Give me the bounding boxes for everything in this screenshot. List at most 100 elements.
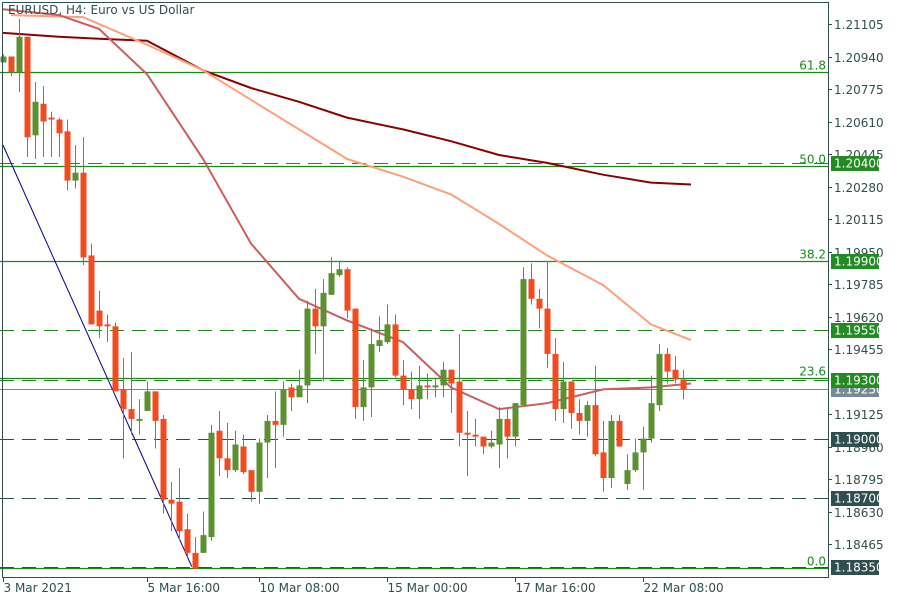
candle-body bbox=[576, 413, 583, 421]
time-tick-label: 5 Mar 16:00 bbox=[148, 581, 221, 595]
level-price-label-background bbox=[831, 560, 879, 575]
candle-body bbox=[120, 389, 127, 410]
chart-title: EURUSD, H4: Euro vs US Dollar bbox=[8, 3, 195, 17]
price-axis[interactable]: 1.211051.209401.207751.206101.204451.202… bbox=[828, 18, 884, 552]
candle-body bbox=[168, 499, 175, 504]
candle-body bbox=[640, 438, 647, 453]
level-price-label: 1.18700 bbox=[834, 492, 884, 506]
time-tick-label: 10 Mar 08:00 bbox=[260, 581, 340, 595]
candle-body bbox=[544, 308, 551, 354]
level-price-label-background bbox=[831, 156, 879, 171]
candle-body bbox=[72, 172, 79, 181]
time-tick-label: 3 Mar 2021 bbox=[4, 581, 72, 595]
candle-body bbox=[112, 326, 119, 392]
candle-body bbox=[616, 420, 623, 447]
level-price-label-background bbox=[831, 491, 879, 506]
candle-body bbox=[368, 344, 375, 388]
candle-body bbox=[560, 381, 567, 410]
candle-body bbox=[680, 379, 687, 390]
level-price-label: 1.20400 bbox=[834, 157, 884, 171]
trendline[interactable] bbox=[2, 144, 193, 567]
candle-body bbox=[216, 430, 223, 459]
candle-body bbox=[232, 444, 239, 471]
candle-body bbox=[672, 369, 679, 380]
fibonacci-retracement[interactable]: 0.0 23.6 38.2 50.0 61.8 bbox=[0, 59, 828, 570]
time-tick-label: 17 Mar 16:00 bbox=[516, 581, 596, 595]
candle-body bbox=[8, 56, 15, 73]
candle-body bbox=[264, 420, 271, 443]
price-tick-label: 1.18465 bbox=[834, 538, 884, 552]
candle-body bbox=[608, 420, 615, 479]
candle-body bbox=[384, 324, 391, 343]
candle-body bbox=[184, 529, 191, 553]
candle-body bbox=[288, 387, 295, 398]
candle-body bbox=[656, 353, 663, 406]
candle-body bbox=[328, 273, 335, 295]
moving-average-line bbox=[2, 31, 692, 186]
candle-body bbox=[352, 308, 359, 408]
candle-body bbox=[400, 375, 407, 390]
fib-level-label: 61.8 bbox=[799, 59, 826, 73]
candle-body bbox=[432, 385, 439, 388]
candle-body bbox=[104, 324, 111, 327]
candle-body bbox=[296, 385, 303, 398]
candle-body bbox=[624, 470, 631, 484]
candle-body bbox=[392, 324, 399, 376]
level-price-label-background bbox=[831, 373, 879, 388]
time-axis[interactable]: 3 Mar 2021 5 Mar 16:00 10 Mar 08:00 15 Mar … bbox=[3, 577, 724, 595]
candle-body bbox=[464, 432, 471, 435]
candle-body bbox=[48, 117, 55, 120]
candle-body bbox=[664, 353, 671, 372]
time-tick-label: 22 Mar 08:00 bbox=[644, 581, 724, 595]
time-tick-label: 15 Mar 00:00 bbox=[388, 581, 468, 595]
candle-body bbox=[512, 403, 519, 437]
price-tick-label: 1.18630 bbox=[834, 506, 884, 520]
price-tick-label: 1.21105 bbox=[834, 18, 884, 32]
price-tick-label: 1.19620 bbox=[834, 311, 884, 325]
level-price-label-background bbox=[831, 254, 879, 269]
candle-body bbox=[56, 119, 63, 134]
level-price-label-background bbox=[831, 323, 879, 338]
candle-body bbox=[488, 442, 495, 447]
level-price-label: 1.19550 bbox=[834, 324, 884, 338]
candle-body bbox=[24, 36, 31, 138]
moving-average-line bbox=[2, 8, 692, 411]
chart-frame bbox=[2, 2, 829, 578]
candle-body bbox=[360, 387, 367, 408]
candle-body bbox=[336, 269, 343, 276]
candle-body bbox=[160, 418, 167, 500]
price-tick-label: 1.20280 bbox=[834, 181, 884, 195]
candle-body bbox=[592, 405, 599, 455]
candle-body bbox=[32, 101, 39, 136]
level-price-labels: 1.192501.204001.199001.195501.193001.190… bbox=[831, 156, 884, 575]
candle-body bbox=[96, 310, 103, 327]
price-tick-label: 1.20115 bbox=[834, 213, 884, 227]
level-price-label: 1.19000 bbox=[834, 433, 884, 447]
price-tick-label: 1.19455 bbox=[834, 343, 884, 357]
price-tick-label: 1.20940 bbox=[834, 51, 884, 65]
candle-body bbox=[472, 434, 479, 437]
candle-body bbox=[280, 389, 287, 425]
candle-body bbox=[408, 389, 415, 400]
candle-body bbox=[272, 420, 279, 425]
candle-body bbox=[192, 552, 199, 569]
candle-body bbox=[424, 385, 431, 388]
candle-body bbox=[552, 353, 559, 410]
candle-body bbox=[320, 292, 327, 327]
candle-body bbox=[176, 501, 183, 532]
candle-body bbox=[248, 470, 255, 492]
price-tick-label: 1.19785 bbox=[834, 278, 884, 292]
candle-body bbox=[448, 369, 455, 384]
horizontal-levels bbox=[0, 163, 828, 568]
candle-body bbox=[136, 418, 143, 421]
price-tick-label: 1.20610 bbox=[834, 116, 884, 130]
candle-body bbox=[528, 279, 535, 299]
candles bbox=[0, 19, 687, 569]
candle-body bbox=[144, 391, 151, 412]
fib-level-label: 38.2 bbox=[799, 248, 826, 262]
trendline-line[interactable] bbox=[2, 144, 193, 567]
candle-body bbox=[376, 340, 383, 347]
candle-body bbox=[80, 172, 87, 258]
level-price-label: 1.19300 bbox=[834, 374, 884, 388]
